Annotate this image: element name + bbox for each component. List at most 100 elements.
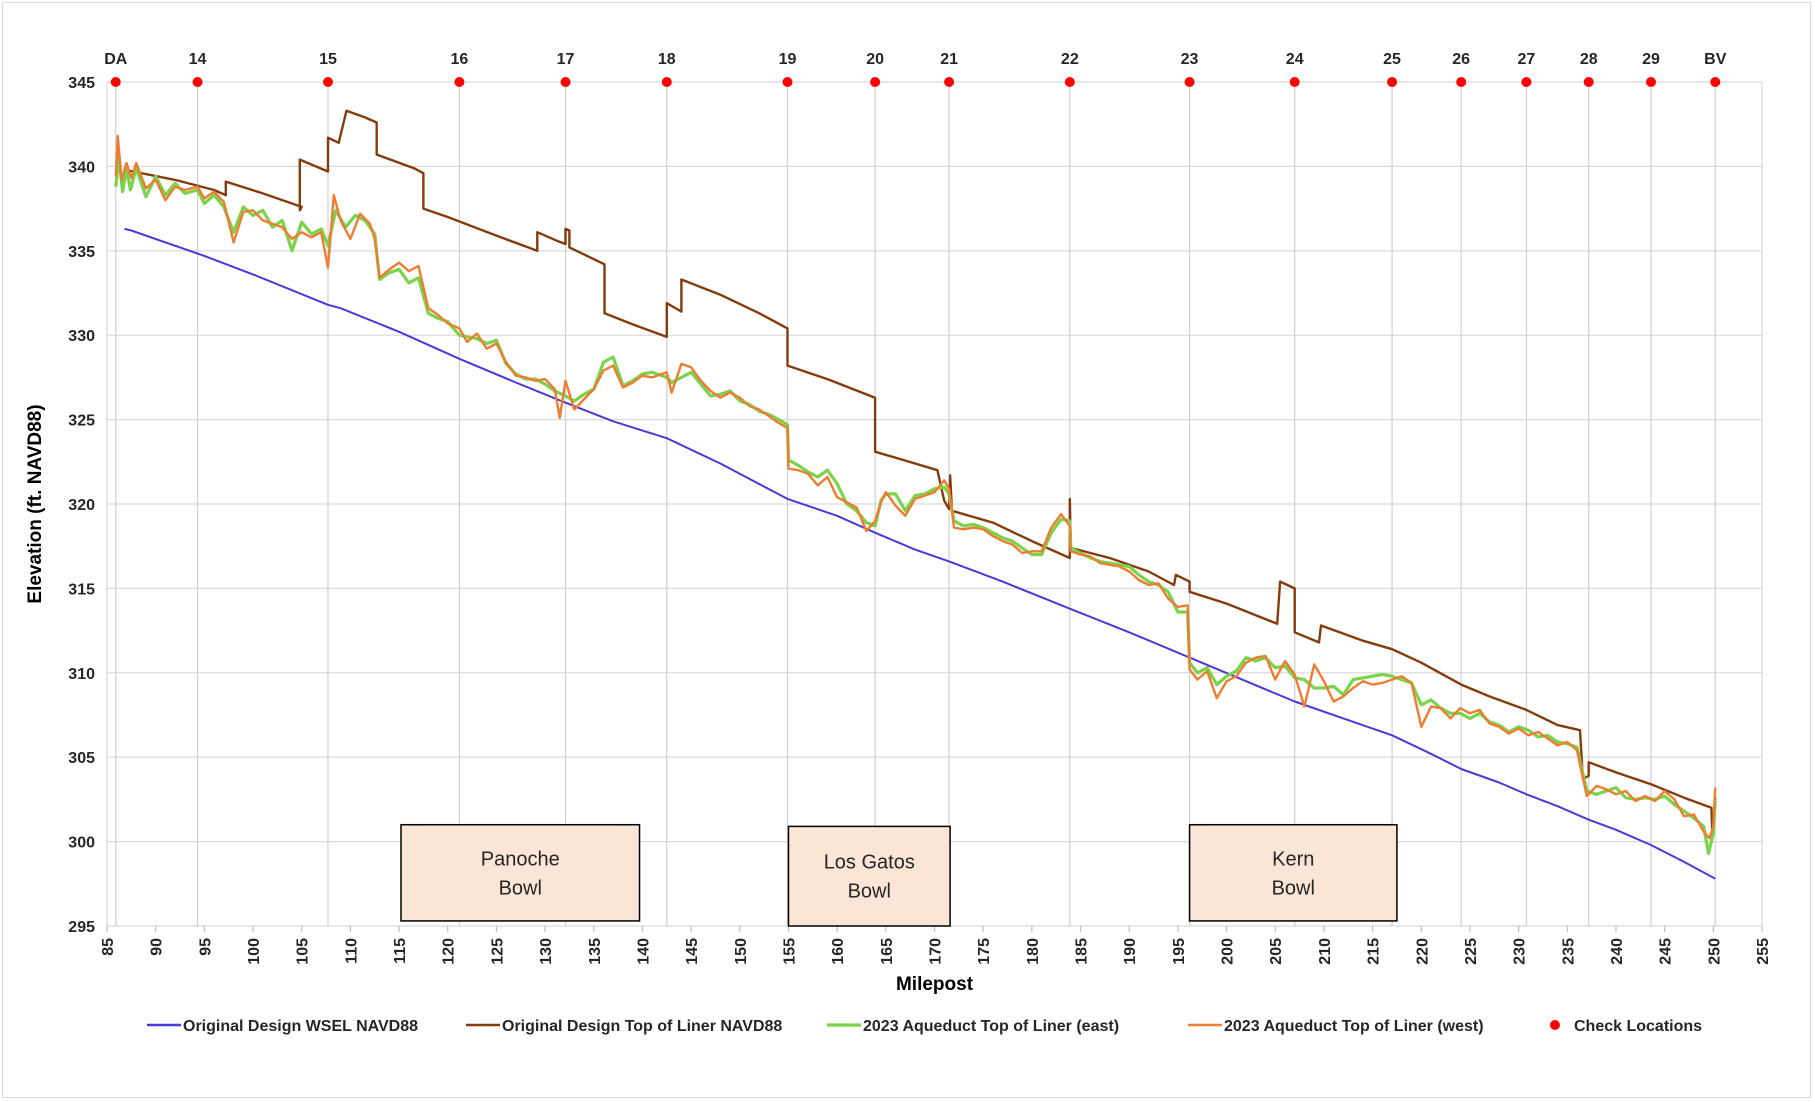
x-tick-label: 140 [635, 938, 652, 965]
bowl-box [400, 823, 641, 922]
x-tick-label: 145 [684, 938, 701, 965]
y-tick-label: 295 [68, 919, 95, 936]
check-marker [1387, 77, 1398, 87]
bowl-boxes: Panoche Bowl Los Gatos Bowl Kern Bowl [400, 823, 1398, 927]
series-lines [114, 109, 1717, 880]
y-tick-label: 310 [68, 666, 95, 683]
legend-swatch [1550, 1020, 1560, 1030]
bowl-label: Los Gatos [824, 852, 915, 874]
x-axis-title: Milepost [896, 974, 974, 995]
check-marker [1456, 77, 1467, 87]
x-tick-label: 85 [100, 938, 117, 956]
x-tick-label: 190 [1122, 938, 1139, 965]
check-label: 22 [1061, 51, 1079, 68]
y-tick-label: 320 [68, 497, 95, 514]
check-marker [944, 77, 955, 87]
x-tick-label: 110 [343, 938, 360, 964]
x-tick-label: 150 [733, 938, 750, 965]
check-label: 24 [1286, 51, 1304, 68]
x-tick-label: 250 [1706, 938, 1723, 965]
bowl-label: Bowl [499, 877, 542, 899]
x-tick-label: 205 [1268, 938, 1285, 965]
series-line [114, 154, 1717, 855]
check-marker [661, 77, 672, 87]
check-marker [1184, 77, 1195, 87]
check-marker [560, 77, 571, 87]
check-marker [1064, 77, 1075, 87]
x-tick-label: 95 [197, 938, 214, 956]
check-marker [322, 77, 333, 87]
x-tick-label: 135 [587, 938, 604, 965]
check-label: 18 [658, 51, 676, 68]
x-tick-label: 170 [928, 938, 945, 965]
x-tick-label: 220 [1414, 938, 1431, 965]
series-line [124, 109, 1717, 835]
bowl-box [787, 825, 951, 927]
bowl-label: Kern [1272, 848, 1314, 870]
y-tick-labels: 295 300 305 310 315 320 325 330 335 340 345 [68, 75, 95, 936]
y-axis-title: Elevation (ft. NAVD88) [25, 404, 46, 603]
legend-label: Check Locations [1574, 1018, 1702, 1035]
check-marker [1583, 77, 1594, 87]
check-label: 16 [451, 51, 469, 68]
check-label: BV [1704, 51, 1727, 68]
legend-label: 2023 Aqueduct Top of Liner (west) [1224, 1018, 1484, 1035]
x-tick-label: 120 [441, 938, 458, 965]
x-tick-label: 165 [879, 938, 896, 965]
y-tick-label: 315 [68, 581, 95, 598]
legend: Original Design WSEL NAVD88 Original Desi… [147, 1018, 1702, 1035]
y-tick-label: 345 [68, 75, 95, 92]
check-label: 14 [189, 51, 207, 68]
check-label: 29 [1642, 51, 1660, 68]
y-tick-label: 335 [68, 244, 95, 261]
x-tick-label: 255 [1755, 938, 1772, 965]
x-tick-label: 160 [830, 938, 847, 965]
x-tick-label: 175 [976, 938, 993, 965]
x-tick-label: 215 [1366, 938, 1383, 965]
y-tick-label: 300 [68, 835, 95, 852]
check-marker [870, 77, 881, 87]
x-tick-label: 125 [489, 938, 506, 965]
x-tick-label: 210 [1317, 938, 1334, 965]
x-tick-label: 225 [1463, 938, 1480, 965]
check-marker [1710, 77, 1721, 87]
check-marker [782, 77, 793, 87]
x-tick-label: 245 [1658, 938, 1675, 965]
check-label: 17 [557, 51, 575, 68]
y-tick-label: 340 [68, 159, 95, 176]
check-locations: DA 14 15 16 17 18 19 20 21 22 23 24 25 26 27 28 29 BV [104, 51, 1727, 87]
check-marker [192, 77, 203, 87]
x-tick-label: 195 [1171, 938, 1188, 965]
x-tick-label: 185 [1074, 938, 1091, 965]
check-label: 27 [1518, 51, 1536, 68]
y-tick-label: 325 [68, 413, 95, 430]
legend-label: 2023 Aqueduct Top of Liner (east) [863, 1018, 1119, 1035]
check-label: 20 [866, 51, 884, 68]
x-tick-labels: 85 90 95 100 105 110 115 120 125 130 135 140 145 150 1… [100, 938, 1772, 965]
x-tick-label: 155 [781, 938, 798, 965]
y-tick-label: 305 [68, 750, 95, 767]
bowl-label: Panoche [481, 848, 560, 870]
check-label: 25 [1383, 51, 1401, 68]
x-tick-label: 240 [1609, 938, 1626, 965]
x-tick-label: 130 [538, 938, 555, 965]
x-tick-label: 235 [1560, 938, 1577, 965]
legend-label: Original Design WSEL NAVD88 [183, 1018, 418, 1035]
x-tick-label: 105 [295, 938, 312, 965]
bowl-box [1188, 823, 1398, 922]
check-label: 21 [940, 51, 958, 68]
check-label: DA [104, 51, 128, 68]
check-label: 26 [1452, 51, 1470, 68]
check-label: 15 [319, 51, 337, 68]
check-label: 23 [1181, 51, 1199, 68]
x-tick-label: 180 [1025, 938, 1042, 965]
check-marker [1521, 77, 1532, 87]
check-marker [1289, 77, 1300, 87]
x-tick-label: 230 [1512, 938, 1529, 965]
y-tick-label: 330 [68, 328, 95, 345]
check-marker [454, 77, 465, 87]
series-line [114, 134, 1717, 840]
series-line [124, 227, 1716, 880]
check-label: 28 [1580, 51, 1598, 68]
